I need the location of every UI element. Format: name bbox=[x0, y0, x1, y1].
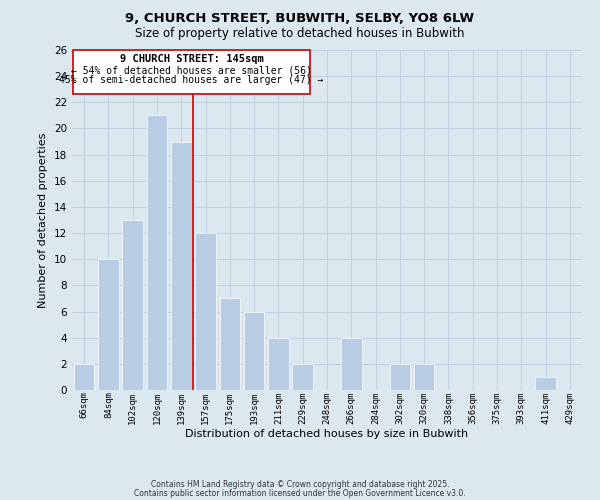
Bar bbox=[195, 233, 216, 390]
Bar bbox=[414, 364, 434, 390]
Bar bbox=[171, 142, 191, 390]
Bar bbox=[98, 259, 119, 390]
Bar bbox=[122, 220, 143, 390]
X-axis label: Distribution of detached houses by size in Bubwith: Distribution of detached houses by size … bbox=[185, 429, 469, 439]
Bar bbox=[268, 338, 289, 390]
Text: 45% of semi-detached houses are larger (47) →: 45% of semi-detached houses are larger (… bbox=[59, 76, 324, 86]
Bar bbox=[74, 364, 94, 390]
Text: Size of property relative to detached houses in Bubwith: Size of property relative to detached ho… bbox=[135, 28, 465, 40]
Text: 9 CHURCH STREET: 145sqm: 9 CHURCH STREET: 145sqm bbox=[120, 54, 263, 64]
Text: Contains public sector information licensed under the Open Government Licence v3: Contains public sector information licen… bbox=[134, 488, 466, 498]
Y-axis label: Number of detached properties: Number of detached properties bbox=[38, 132, 49, 308]
Bar bbox=[244, 312, 265, 390]
Bar bbox=[220, 298, 240, 390]
Text: Contains HM Land Registry data © Crown copyright and database right 2025.: Contains HM Land Registry data © Crown c… bbox=[151, 480, 449, 489]
Bar bbox=[292, 364, 313, 390]
Bar bbox=[73, 50, 310, 94]
Bar bbox=[389, 364, 410, 390]
Bar bbox=[535, 377, 556, 390]
Bar bbox=[341, 338, 362, 390]
Text: ← 54% of detached houses are smaller (56): ← 54% of detached houses are smaller (56… bbox=[71, 65, 312, 75]
Text: 9, CHURCH STREET, BUBWITH, SELBY, YO8 6LW: 9, CHURCH STREET, BUBWITH, SELBY, YO8 6L… bbox=[125, 12, 475, 26]
Bar bbox=[146, 116, 167, 390]
